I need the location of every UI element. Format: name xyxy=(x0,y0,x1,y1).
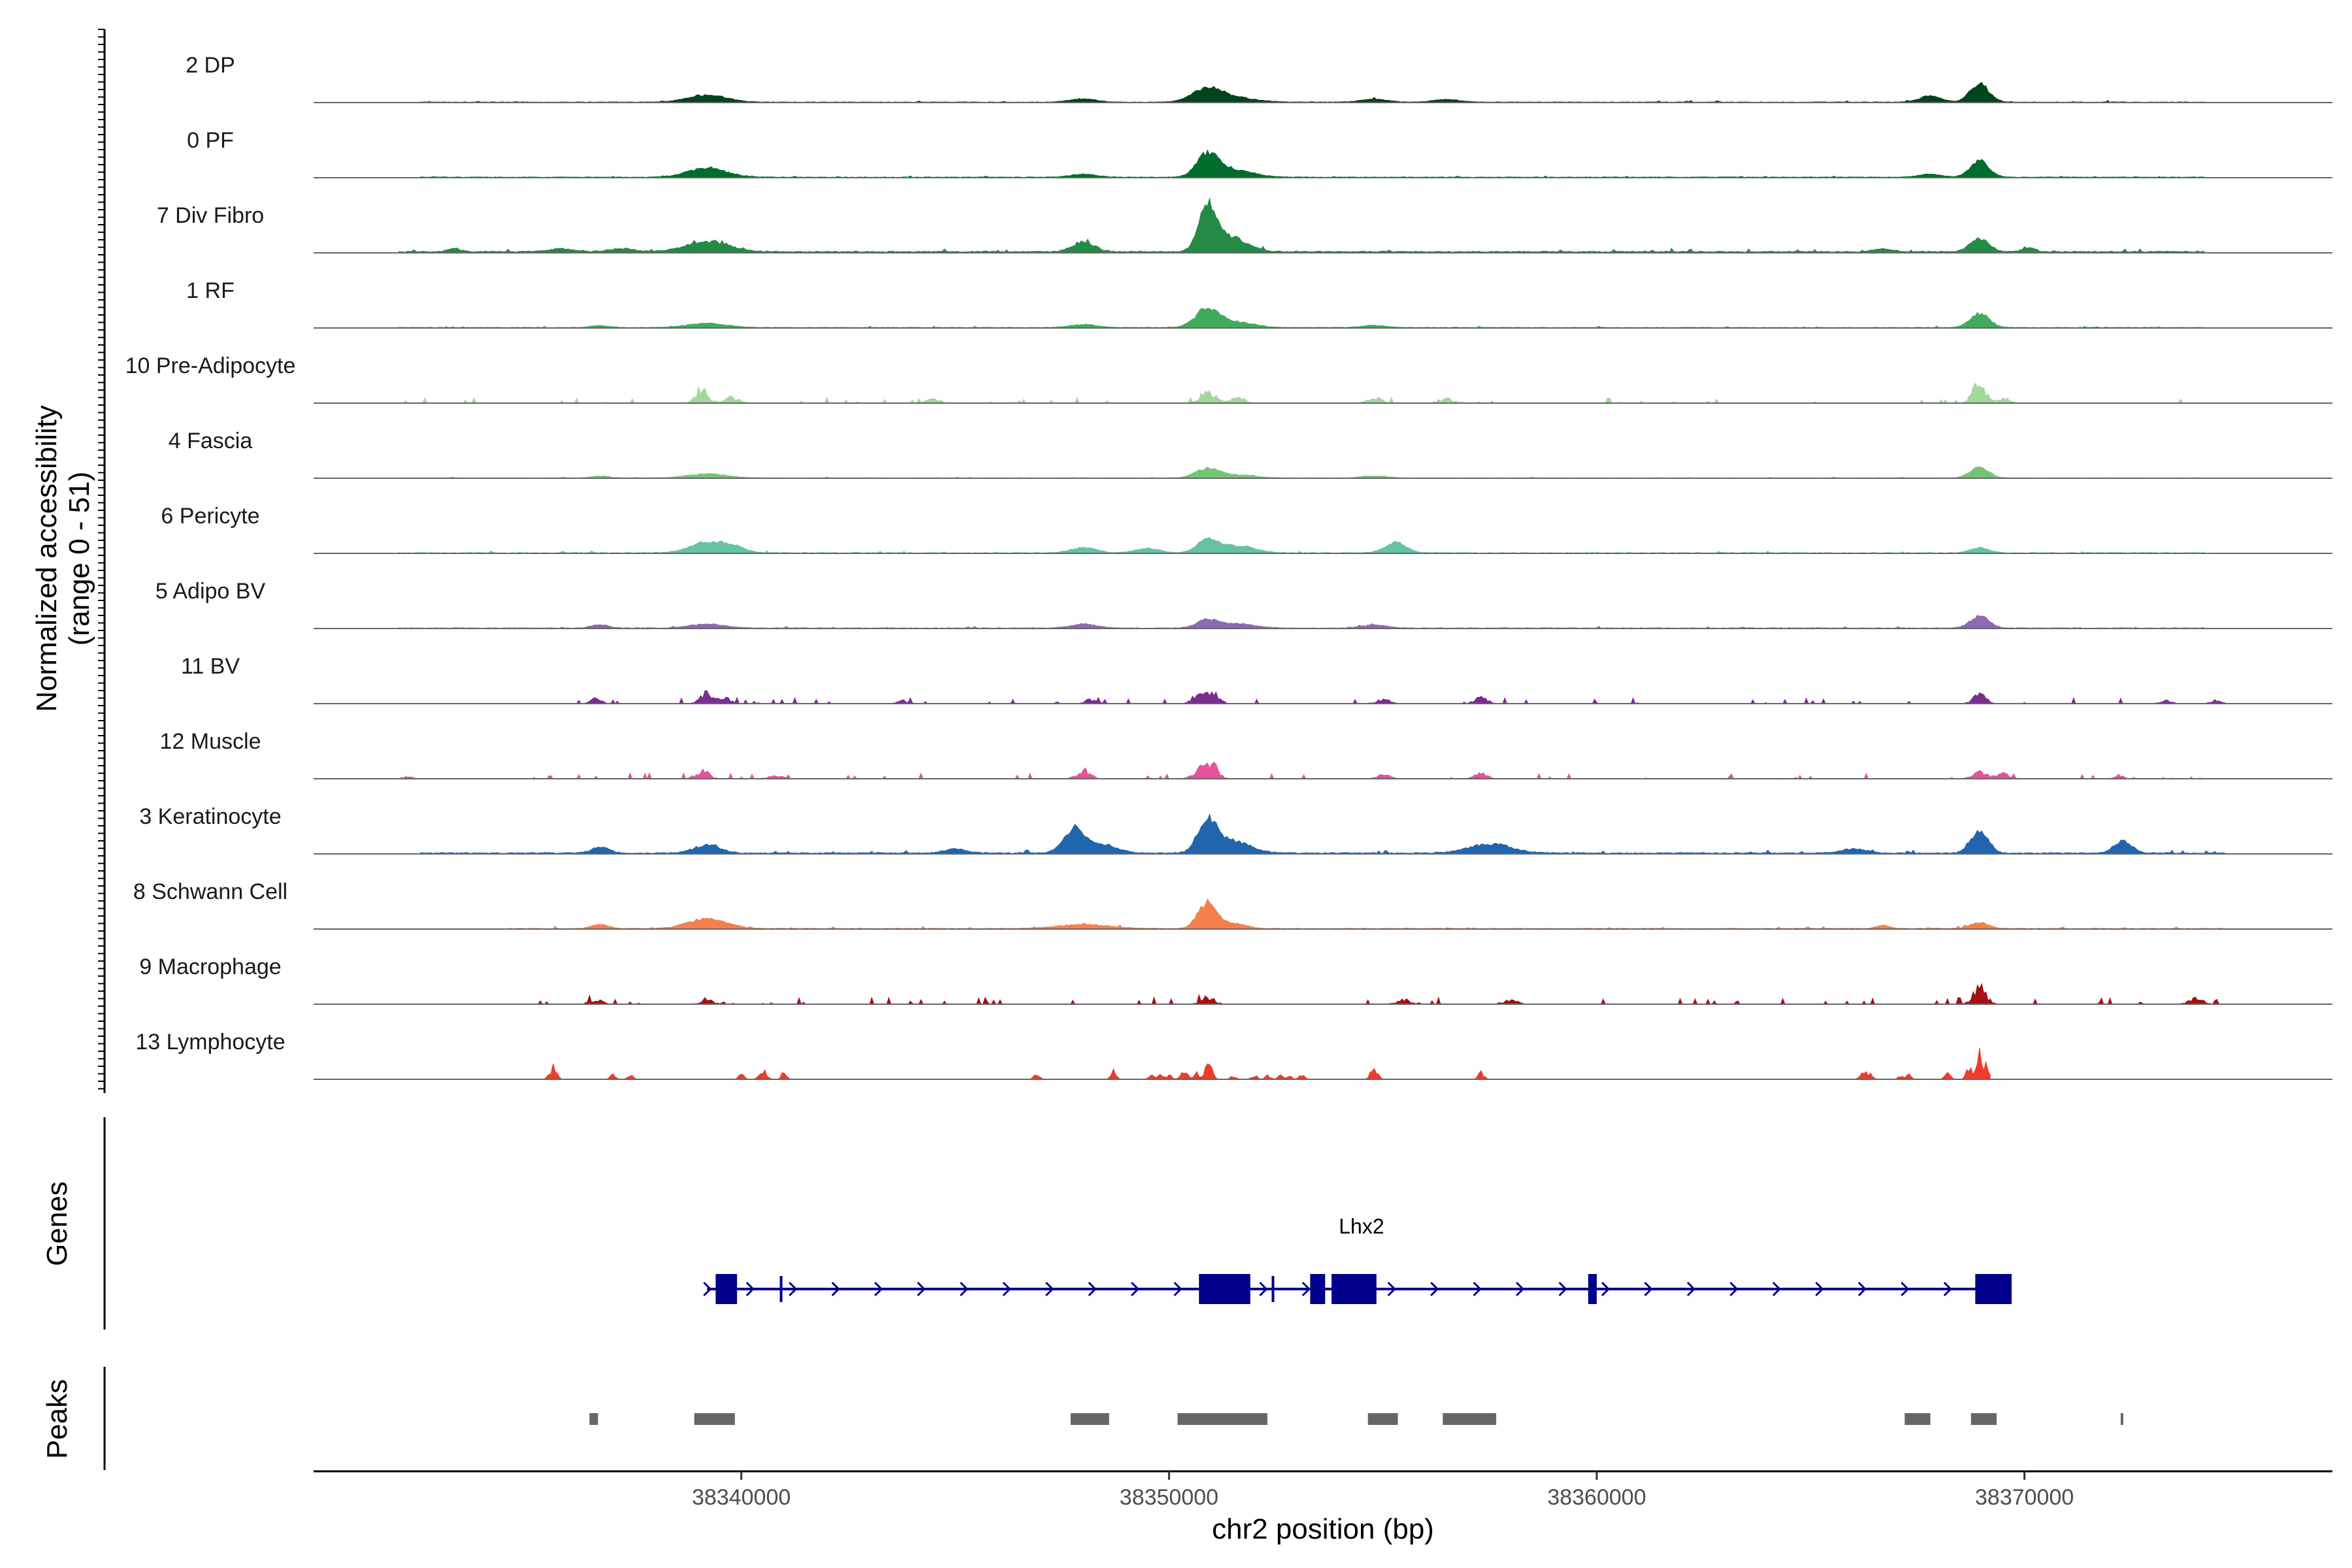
track-label: 6 Pericyte xyxy=(161,504,259,529)
track-label: 10 Pre-Adipocyte xyxy=(125,353,296,378)
peak-region xyxy=(694,1413,735,1425)
strand-arrow xyxy=(1387,1281,1396,1297)
strand-arrow xyxy=(1601,1281,1610,1297)
coverage-tracks: 2 DP 0 PF 7 Div Fibro 1 RF 10 Pre-Adipocyte 4… xyxy=(125,53,2332,1080)
strand-arrow xyxy=(1901,1281,1910,1297)
gene-exon xyxy=(1588,1274,1597,1304)
x-tick-label: 38340000 xyxy=(692,1485,791,1510)
gene-exon xyxy=(1975,1274,2012,1304)
x-axis-title: chr2 position (bp) xyxy=(1212,1513,1434,1545)
strand-arrow xyxy=(1088,1281,1097,1297)
strand-arrow xyxy=(1516,1281,1525,1297)
track-9-macrophage: 9 Macrophage xyxy=(139,955,2332,1005)
track-4-fascia: 4 Fascia xyxy=(169,429,2332,479)
track-8-schwann-cell: 8 Schwann Cell xyxy=(133,879,2332,930)
peaks-track-label: Peaks xyxy=(41,1379,73,1459)
coverage-y-axis xyxy=(98,29,106,1093)
track-0-pf: 0 PF xyxy=(187,128,2332,178)
strand-arrow xyxy=(831,1281,840,1297)
gene-exon xyxy=(779,1276,783,1302)
peak-region xyxy=(1177,1413,1267,1425)
track-12-muscle: 12 Muscle xyxy=(160,729,2332,780)
track-label: 8 Schwann Cell xyxy=(133,879,287,904)
coverage-area xyxy=(399,198,2205,253)
gene-name-lhx2: Lhx2 xyxy=(1339,1215,1384,1238)
peak-region xyxy=(589,1413,598,1425)
track-label: 9 Macrophage xyxy=(139,955,281,979)
peak-region xyxy=(1070,1413,1109,1425)
gene-model xyxy=(703,1274,2012,1304)
track-7-div-fibro: 7 Div Fibro xyxy=(157,198,2332,253)
track-5-adipo-bv: 5 Adipo BV xyxy=(155,579,2332,629)
coverage-area xyxy=(420,813,2226,855)
strand-arrow xyxy=(1815,1281,1824,1297)
strand-arrow xyxy=(917,1281,926,1297)
strand-arrow xyxy=(1857,1281,1867,1297)
strand-arrow xyxy=(1430,1281,1439,1297)
gene-exon xyxy=(1271,1276,1275,1302)
strand-arrow xyxy=(1130,1281,1140,1297)
coverage-y-axis-range: (range 0 - 51) xyxy=(63,472,95,646)
track-1-rf: 1 RF xyxy=(186,278,2332,329)
x-axis-ticks: 38340000 38350000 38360000 38370000 xyxy=(692,1471,2074,1510)
strand-arrow xyxy=(1473,1281,1482,1297)
x-tick-label: 38350000 xyxy=(1120,1485,1218,1510)
track-13-lymphocyte: 13 Lymphocyte xyxy=(135,1030,2332,1080)
peak-regions xyxy=(589,1413,2123,1425)
gene-exon xyxy=(1310,1274,1326,1304)
strand-arrow xyxy=(1729,1281,1739,1297)
track-11-bv: 11 BV xyxy=(181,654,2332,704)
x-tick-label: 38370000 xyxy=(1975,1485,2074,1510)
track-3-keratinocyte: 3 Keratinocyte xyxy=(139,804,2332,855)
track-2-dp: 2 DP xyxy=(186,53,2332,103)
track-label: 2 DP xyxy=(186,53,235,78)
strand-arrow xyxy=(1301,1281,1311,1297)
track-label: 12 Muscle xyxy=(160,729,261,754)
strand-arrow xyxy=(1002,1281,1011,1297)
strand-arrow xyxy=(1558,1281,1567,1297)
strand-arrow xyxy=(789,1281,798,1297)
strand-arrow xyxy=(1943,1281,1952,1297)
track-label: 1 RF xyxy=(186,278,235,303)
genes-track-label: Genes xyxy=(41,1181,73,1266)
track-label: 13 Lymphocyte xyxy=(135,1030,285,1054)
track-6-pericyte: 6 Pericyte xyxy=(161,504,2332,554)
track-label: 11 BV xyxy=(181,654,240,679)
track-label: 4 Fascia xyxy=(169,429,253,453)
peak-region xyxy=(1970,1413,1997,1425)
track-label: 7 Div Fibro xyxy=(157,203,264,228)
track-label: 3 Keratinocyte xyxy=(139,804,281,829)
strand-arrow xyxy=(874,1281,883,1297)
strand-arrow xyxy=(1259,1281,1268,1297)
track-label: 5 Adipo BV xyxy=(155,579,266,604)
peak-region xyxy=(2120,1413,2123,1425)
peak-region xyxy=(1367,1413,1398,1425)
gene-exon xyxy=(1199,1274,1250,1304)
strand-arrow xyxy=(745,1281,755,1297)
gene-exon xyxy=(1331,1274,1377,1304)
track-label: 0 PF xyxy=(187,128,234,153)
peak-region xyxy=(1443,1413,1497,1425)
x-tick-label: 38360000 xyxy=(1547,1485,1646,1510)
peak-region xyxy=(1904,1413,1931,1425)
gene-exon xyxy=(715,1274,738,1304)
track-10-pre-adipocyte: 10 Pre-Adipocyte xyxy=(125,353,2332,404)
strand-arrow xyxy=(1045,1281,1054,1297)
strand-arrow xyxy=(703,1281,712,1297)
coverage-area xyxy=(420,82,2205,103)
strand-arrow xyxy=(1644,1281,1653,1297)
coverage-y-axis-title: Normalized accessibility xyxy=(31,405,63,711)
strand-arrow xyxy=(960,1281,969,1297)
strand-arrow xyxy=(1772,1281,1782,1297)
strand-arrow xyxy=(1686,1281,1696,1297)
strand-arrow xyxy=(1173,1281,1183,1297)
